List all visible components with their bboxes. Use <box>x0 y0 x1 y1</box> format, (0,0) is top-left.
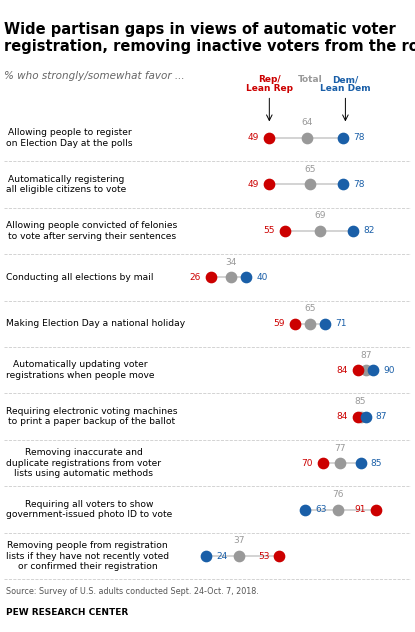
Text: Automatically updating voter
registrations when people move: Automatically updating voter registratio… <box>6 360 155 380</box>
Text: 49: 49 <box>248 180 259 189</box>
Text: Source: Survey of U.S. adults conducted Sept. 24-Oct. 7, 2018.: Source: Survey of U.S. adults conducted … <box>6 587 259 596</box>
Point <box>304 133 311 143</box>
Point <box>203 551 209 561</box>
Point <box>339 179 346 190</box>
Text: Wide partisan gaps in views of automatic voter
registration, removing inactive v: Wide partisan gaps in views of automatic… <box>4 22 415 54</box>
Point <box>334 504 341 514</box>
Point <box>236 551 242 561</box>
Text: 65: 65 <box>304 304 316 313</box>
Text: Rep/: Rep/ <box>258 75 281 84</box>
Point <box>307 179 313 190</box>
Text: 78: 78 <box>353 180 364 189</box>
Text: Total: Total <box>298 75 322 84</box>
Point <box>307 319 313 329</box>
Text: Lean Dem: Lean Dem <box>320 84 371 93</box>
Point <box>339 133 346 143</box>
Point <box>317 226 323 236</box>
Text: % who strongly/somewhat favor ...: % who strongly/somewhat favor ... <box>4 71 185 82</box>
Text: PEW RESEARCH CENTER: PEW RESEARCH CENTER <box>6 609 128 617</box>
Point <box>350 226 356 236</box>
Text: Lean Rep: Lean Rep <box>246 84 293 93</box>
Point <box>373 504 379 514</box>
Text: Requiring all voters to show
government-issued photo ID to vote: Requiring all voters to show government-… <box>6 500 173 520</box>
Text: 24: 24 <box>216 552 227 561</box>
Text: Making Election Day a national holiday: Making Election Day a national holiday <box>6 319 186 328</box>
Text: 64: 64 <box>302 118 313 128</box>
Text: 71: 71 <box>335 319 347 328</box>
Text: 40: 40 <box>256 273 268 282</box>
Point <box>302 504 308 514</box>
Point <box>276 551 283 561</box>
Point <box>357 411 364 422</box>
Text: 55: 55 <box>263 226 274 235</box>
Text: Conducting all elections by mail: Conducting all elections by mail <box>6 273 154 282</box>
Text: 59: 59 <box>273 319 285 328</box>
Text: Automatically registering
all eligible citizens to vote: Automatically registering all eligible c… <box>6 174 127 194</box>
Text: 26: 26 <box>190 273 201 282</box>
Text: 53: 53 <box>258 552 269 561</box>
Text: 63: 63 <box>315 505 327 514</box>
Text: 49: 49 <box>248 133 259 142</box>
Point <box>266 179 273 190</box>
Text: 69: 69 <box>314 211 326 221</box>
Point <box>243 272 250 283</box>
Text: Allowing people convicted of felonies
to vote after serving their sentences: Allowing people convicted of felonies to… <box>6 221 178 241</box>
Text: 37: 37 <box>233 537 244 545</box>
Point <box>355 365 361 375</box>
Point <box>357 458 364 468</box>
Point <box>266 133 273 143</box>
Text: 76: 76 <box>332 490 344 499</box>
Point <box>319 458 326 468</box>
Text: 91: 91 <box>354 505 366 514</box>
Text: 87: 87 <box>376 412 387 421</box>
Point <box>322 319 328 329</box>
Point <box>281 226 288 236</box>
Point <box>362 365 369 375</box>
Point <box>370 365 376 375</box>
Text: Dem/: Dem/ <box>332 75 359 84</box>
Text: 84: 84 <box>337 366 348 375</box>
Text: Removing people from registration
lists if they have not recently voted
or confi: Removing people from registration lists … <box>6 541 169 571</box>
Text: 87: 87 <box>360 351 371 360</box>
Point <box>362 411 369 422</box>
Text: Removing inaccurate and
duplicate registrations from voter
lists using automatic: Removing inaccurate and duplicate regist… <box>6 448 161 478</box>
Text: 85: 85 <box>355 397 366 406</box>
Text: 34: 34 <box>226 258 237 267</box>
Point <box>228 272 234 283</box>
Text: 90: 90 <box>383 366 395 375</box>
Point <box>355 411 361 422</box>
Text: 77: 77 <box>334 444 346 453</box>
Text: Allowing people to register
on Election Day at the polls: Allowing people to register on Election … <box>6 128 133 148</box>
Text: 84: 84 <box>337 412 348 421</box>
Text: 70: 70 <box>301 459 312 468</box>
Text: 65: 65 <box>304 165 316 174</box>
Text: 78: 78 <box>353 133 364 142</box>
Point <box>291 319 298 329</box>
Point <box>337 458 344 468</box>
Text: 82: 82 <box>363 226 375 235</box>
Point <box>208 272 214 283</box>
Text: Requiring electronic voting machines
to print a paper backup of the ballot: Requiring electronic voting machines to … <box>6 407 178 427</box>
Text: 85: 85 <box>371 459 382 468</box>
